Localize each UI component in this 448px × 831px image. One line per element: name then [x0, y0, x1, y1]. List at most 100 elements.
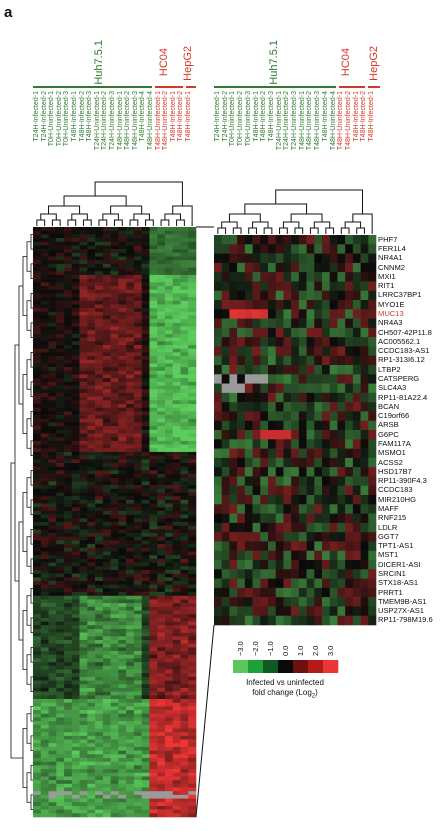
heatmap-cell	[275, 467, 284, 477]
heatmap-cell	[149, 584, 158, 589]
heatmap-cell	[133, 407, 142, 412]
row-dendrogram-branch	[22, 256, 27, 316]
heatmap-cell	[118, 311, 127, 316]
heatmap-cell	[180, 499, 189, 504]
heatmap-cell	[291, 337, 300, 347]
heatmap-cell	[149, 632, 158, 637]
heatmap-cell	[102, 805, 111, 810]
heatmap-cell	[40, 496, 49, 501]
heatmap-cell	[180, 444, 189, 449]
heatmap-cell	[133, 477, 142, 482]
heatmap-cell	[33, 739, 42, 744]
heatmap-cell	[95, 592, 104, 597]
heatmap-cell	[56, 794, 65, 799]
heatmap-cell	[110, 691, 119, 696]
heatmap-cell	[118, 658, 127, 663]
heatmap-cell	[71, 418, 80, 423]
heatmap-cell	[172, 805, 181, 810]
heatmap-cell	[102, 396, 111, 401]
heatmap-cell	[110, 732, 119, 737]
heatmap-cell	[87, 415, 96, 420]
heatmap-cell	[87, 286, 96, 290]
heatmap-cell	[149, 503, 158, 508]
heatmap-cell	[141, 429, 150, 434]
heatmap-cell	[64, 374, 73, 379]
heatmap-cell	[180, 400, 189, 405]
heatmap-cell	[337, 300, 346, 310]
heatmap-cell	[71, 407, 80, 412]
heatmap-cell	[102, 503, 111, 508]
heatmap-cell	[56, 603, 65, 608]
heatmap-cell	[149, 359, 158, 364]
heatmap-cell	[149, 809, 158, 814]
heatmap-cell	[33, 665, 42, 670]
heatmap-cell	[40, 492, 49, 497]
heatmap-cell	[172, 418, 181, 423]
heatmap-cell	[95, 440, 104, 445]
heatmap-cell	[221, 253, 230, 264]
heatmap-cell	[188, 665, 197, 670]
heatmap-cell	[164, 798, 174, 803]
heatmap-cell	[141, 448, 150, 453]
heatmap-cell	[87, 341, 96, 346]
heatmap-cell	[149, 315, 158, 320]
heatmap-cell	[164, 805, 174, 810]
heatmap-cell	[33, 540, 42, 545]
heatmap-cell	[40, 562, 49, 567]
heatmap-cell	[133, 765, 142, 770]
heatmap-cell	[118, 743, 127, 748]
heatmap-cell	[79, 573, 88, 578]
heatmap-cell	[95, 699, 104, 703]
heatmap-cell	[40, 429, 49, 434]
heatmap-cell	[164, 337, 174, 342]
heatmap-cell	[180, 440, 189, 445]
heatmap-cell	[329, 430, 338, 440]
gene-label: CH507-42P11.8	[378, 327, 432, 337]
heatmap-cell	[126, 385, 135, 390]
heatmap-cell	[33, 794, 42, 799]
heatmap-cell	[48, 389, 57, 394]
heatmap-cell	[71, 260, 80, 265]
heatmap-cell	[133, 448, 142, 453]
heatmap-cell	[291, 550, 300, 561]
heatmap-cell	[141, 721, 150, 726]
heatmap-cell	[133, 241, 142, 246]
heatmap-cell	[126, 562, 135, 567]
heatmap-cell	[56, 308, 65, 313]
heatmap-cell	[110, 422, 119, 427]
heatmap-cell	[87, 743, 96, 748]
heatmap-cell	[71, 743, 80, 748]
heatmap-cell	[95, 267, 104, 272]
heatmap-cell	[95, 706, 104, 711]
heatmap-cell	[314, 365, 323, 375]
heatmap-cell	[64, 654, 73, 659]
heatmap-cell	[172, 787, 181, 792]
heatmap-cell	[360, 420, 369, 431]
heatmap-cell	[314, 504, 323, 514]
heatmap-cell	[40, 308, 49, 313]
heatmap-cell	[149, 662, 158, 667]
heatmap-cell	[33, 544, 42, 549]
heatmap-cell	[188, 621, 197, 626]
heatmap-cell	[95, 717, 104, 722]
row-dendrogram-branch	[22, 374, 27, 434]
heatmap-cell	[149, 230, 158, 235]
heatmap-cell	[164, 533, 174, 538]
heatmap-cell	[71, 533, 80, 538]
heatmap-cell	[172, 510, 181, 515]
heatmap-cell	[157, 710, 166, 715]
heatmap-cell	[329, 439, 338, 449]
heatmap-cell	[149, 610, 158, 615]
heatmap-cell	[141, 558, 150, 563]
heatmap-cell	[102, 746, 111, 751]
heatmap-cell	[48, 496, 57, 501]
heatmap-cell	[87, 518, 96, 523]
heatmap-cell	[48, 592, 57, 597]
heatmap-cell	[164, 448, 174, 453]
heatmap-cell	[314, 606, 323, 617]
heatmap-cell	[157, 621, 166, 626]
heatmap-cell	[345, 337, 354, 347]
heatmap-cell	[188, 448, 197, 453]
heatmap-cell	[64, 326, 73, 331]
heatmap-cell	[368, 365, 377, 375]
